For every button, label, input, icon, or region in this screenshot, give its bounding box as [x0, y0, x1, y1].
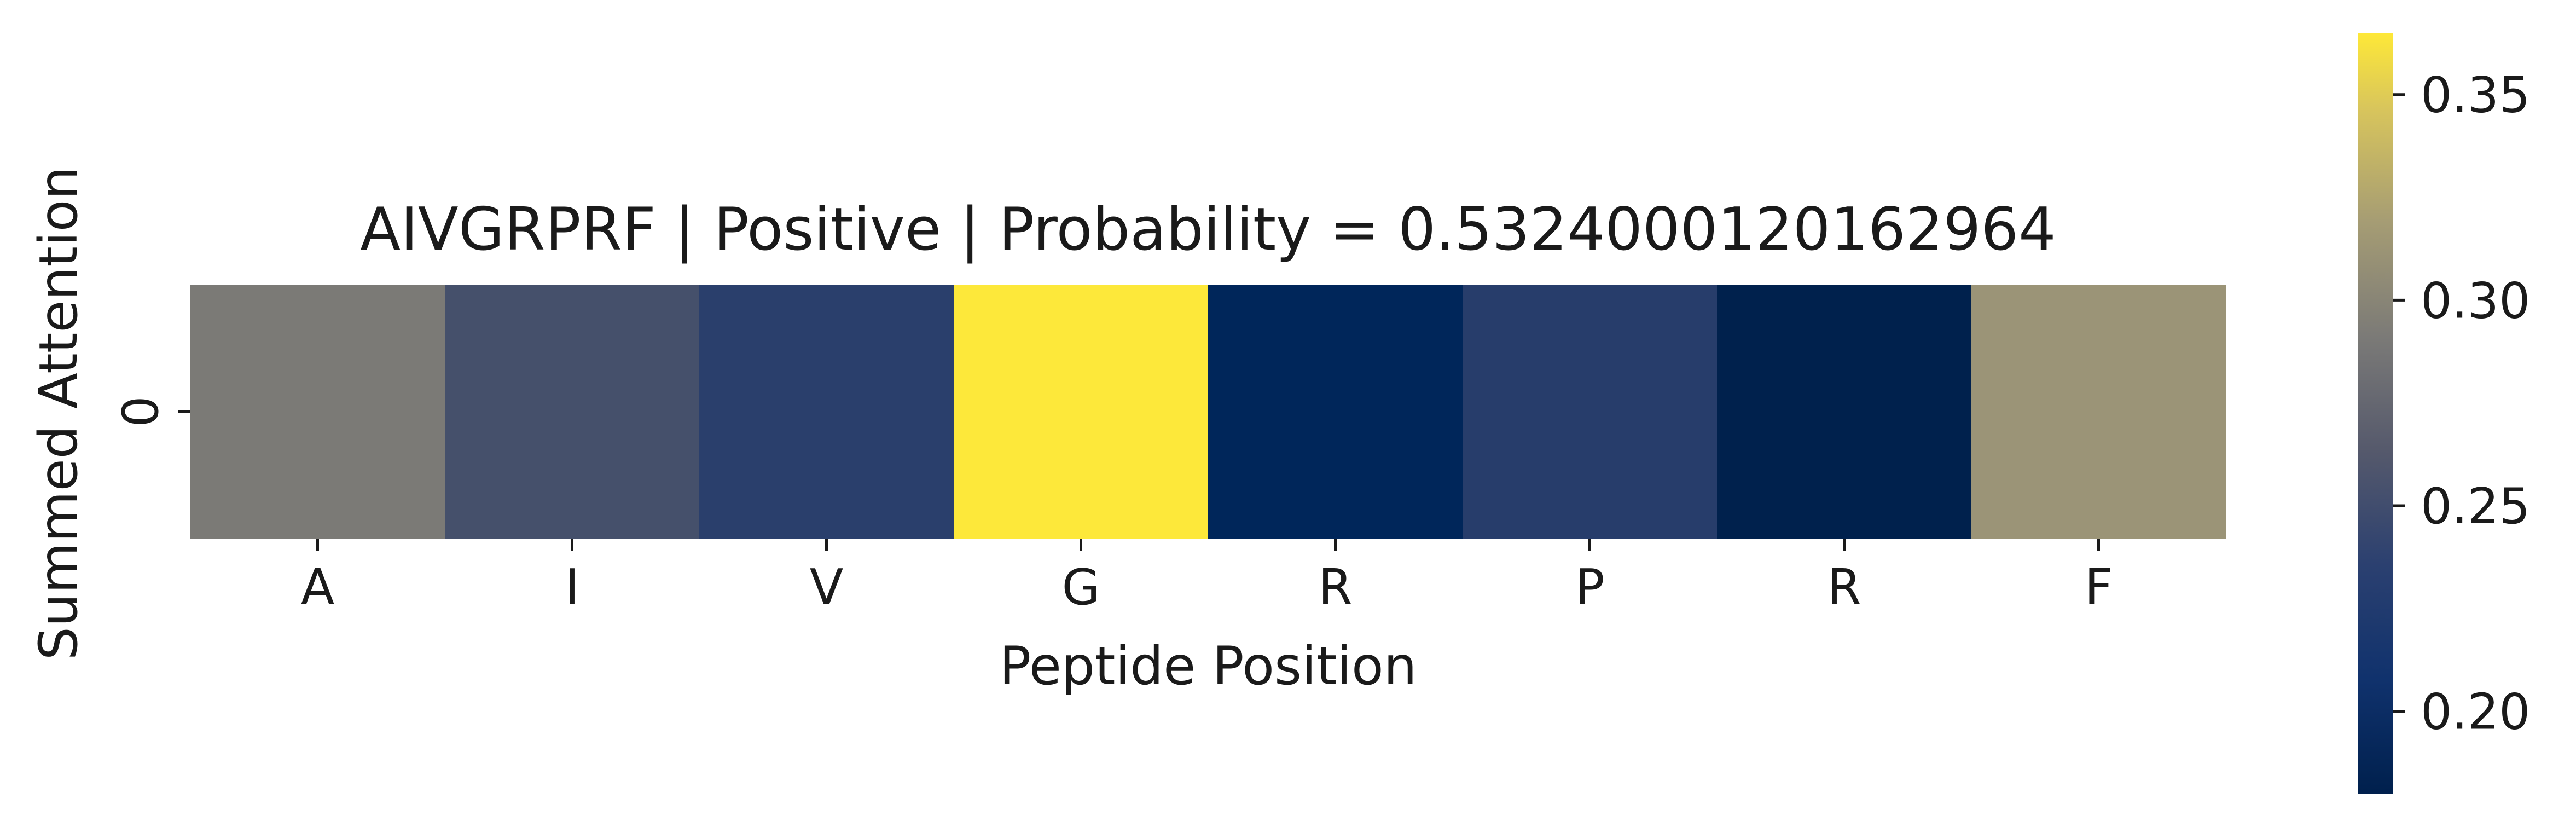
x-axis-label: Peptide Position	[999, 635, 1417, 697]
x-tick-label: I	[565, 559, 579, 616]
y-axis-ticks: 0	[112, 396, 190, 427]
heatmap-cell	[954, 285, 1209, 539]
colorbar-tick-label: 0.20	[2421, 684, 2530, 741]
x-tick-label: R	[1318, 559, 1353, 616]
x-tick-label: G	[1062, 559, 1100, 616]
y-tick-label: 0	[112, 396, 170, 427]
x-tick-label: V	[810, 559, 844, 616]
heatmap-cell	[1208, 285, 1463, 539]
heatmap-cell	[445, 285, 700, 539]
chart-title: AIVGRPRF | Positive | Probability = 0.53…	[360, 195, 2056, 264]
colorbar-tick-label: 0.25	[2421, 478, 2530, 535]
colorbar-tick-label: 0.35	[2421, 67, 2530, 124]
x-tick-label: A	[301, 559, 335, 616]
colorbar-gradient	[2358, 33, 2393, 794]
x-tick-label: P	[1575, 559, 1604, 616]
heatmap-cell	[1717, 285, 1972, 539]
colorbar-tick-label: 0.30	[2421, 272, 2530, 329]
colorbar-ticks: 0.20 0.25 0.30 0.35	[2393, 67, 2530, 741]
colorbar	[2358, 33, 2393, 794]
heatmap-cell	[699, 285, 954, 539]
heatmap-cell	[1971, 285, 2226, 539]
x-tick-label: R	[1827, 559, 1861, 616]
y-axis-label: Summed Attention	[28, 166, 89, 660]
heatmap-cell	[1463, 285, 1718, 539]
x-tick-label: F	[2085, 559, 2113, 616]
heatmap-cell	[190, 285, 445, 539]
heatmap-cells	[190, 285, 2226, 539]
